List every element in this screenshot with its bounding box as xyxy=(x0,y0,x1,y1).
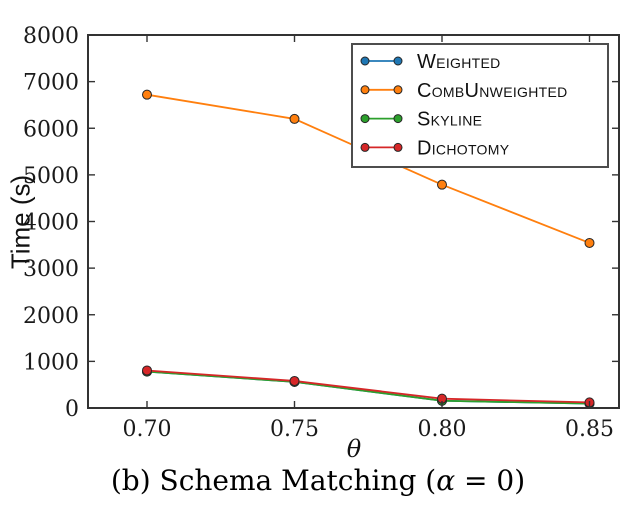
series-line-skyline xyxy=(146,370,590,405)
legend-label-skyline: Skyline xyxy=(417,109,482,131)
series-marker-combunweighted xyxy=(437,179,447,190)
y-tick-label: 2000 xyxy=(23,304,79,329)
y-tick-label: 0 xyxy=(65,397,79,422)
figure-caption: (b) Schema Matching (α = 0) xyxy=(0,464,636,497)
legend-marker-icon-weighted xyxy=(393,56,403,66)
y-tick-label: 7000 xyxy=(23,71,79,96)
y-tick-label: 3000 xyxy=(23,257,79,282)
caption-alpha-symbol: α xyxy=(436,464,456,497)
x-tick-label: 0.85 xyxy=(565,417,614,442)
series-marker-combunweighted xyxy=(142,89,152,100)
y-tick-label: 6000 xyxy=(23,117,79,142)
series-marker-combunweighted xyxy=(584,237,595,248)
legend-marker-icon-skyline xyxy=(393,114,403,124)
legend-marker-icon-skyline xyxy=(360,114,370,124)
series-marker-combunweighted xyxy=(289,113,300,124)
legend-marker-icon-combunweighted xyxy=(360,85,370,95)
x-tick-label: 0.75 xyxy=(270,417,319,442)
legend-marker-icon-dichotomy xyxy=(393,142,403,152)
y-axis-title: Time (s) xyxy=(5,174,36,270)
y-tick-label: 4000 xyxy=(23,211,79,236)
caption-prefix: (b) Schema Matching ( xyxy=(110,464,437,497)
series-marker-dichotomy xyxy=(142,365,152,376)
y-tick-label: 1000 xyxy=(23,350,79,375)
y-tick-label: 5000 xyxy=(23,164,79,189)
x-axis-title: θ xyxy=(346,435,362,463)
legend-label-dichotomy: Dichotomy xyxy=(417,137,510,159)
y-tick-label: 8000 xyxy=(23,24,79,49)
legend-label-weighted: Weighted xyxy=(417,51,501,73)
series-line-dichotomy xyxy=(146,369,590,404)
legend-marker-icon-dichotomy xyxy=(360,142,370,152)
caption-suffix: = 0) xyxy=(455,464,526,497)
series-marker-dichotomy xyxy=(289,375,300,386)
x-tick-label: 0.80 xyxy=(418,417,467,442)
legend-marker-icon-combunweighted xyxy=(393,85,403,95)
legend-marker-icon-weighted xyxy=(360,56,370,66)
x-tick-label: 0.70 xyxy=(123,417,172,442)
legend-label-combunweighted: CombUnweighted xyxy=(417,80,568,102)
